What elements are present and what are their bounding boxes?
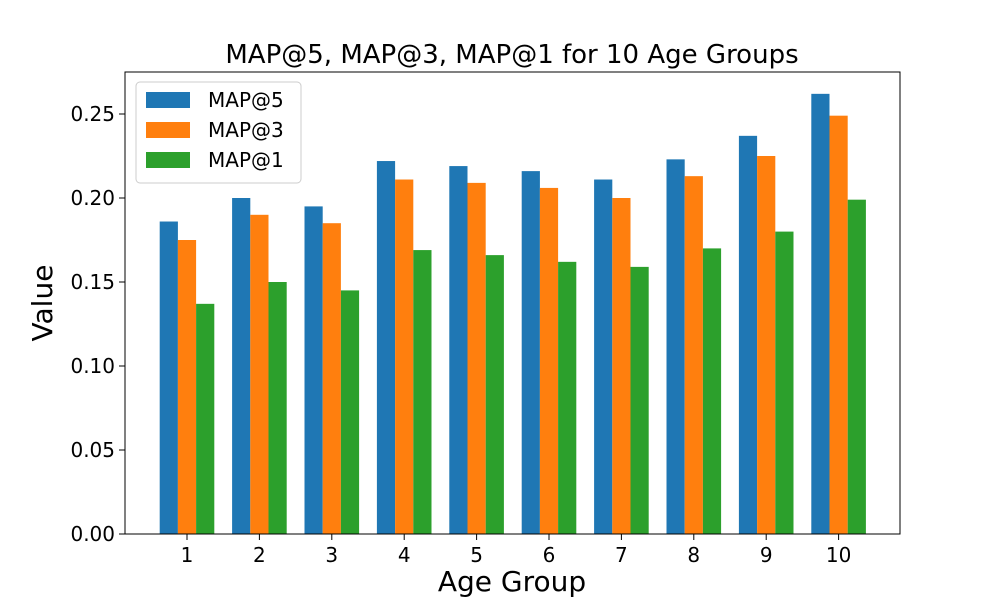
chart-title: MAP@5, MAP@3, MAP@1 for 10 Age Groups: [225, 40, 798, 70]
bar-map1-group-3: [340, 290, 360, 534]
x-tick-label: 8: [687, 543, 700, 567]
legend: MAP@5 MAP@3 MAP@1: [135, 81, 302, 184]
x-tick-label: 10: [826, 543, 851, 567]
bar-map3-group-10: [829, 115, 848, 535]
bar-map5-group-6: [521, 171, 540, 534]
bar-map1-group-9: [775, 231, 794, 534]
x-tick-label: 3: [325, 543, 338, 567]
bar-map5-group-5: [449, 166, 468, 534]
bar-map5-group-9: [738, 135, 758, 534]
bar-map3-group-8: [684, 176, 703, 534]
bar-map3-group-7: [612, 198, 631, 534]
plot-frame: [124, 71, 901, 535]
bar-map1-group-6: [558, 261, 577, 534]
x-tick-label: 7: [615, 543, 628, 567]
y-axis-label: Value: [26, 265, 59, 342]
legend-label: MAP@1: [208, 148, 284, 172]
bars-layer: [159, 93, 866, 535]
bar-map5-group-8: [666, 159, 685, 535]
bar-map1-group-1: [196, 303, 215, 534]
bar-map1-group-10: [847, 199, 866, 534]
bar-map5-group-4: [376, 161, 396, 535]
bar-map1-group-7: [630, 266, 649, 534]
y-tick-label: 0.10: [70, 354, 115, 378]
bar-map3-group-9: [757, 156, 776, 534]
y-tick-label: 0.00: [70, 522, 115, 546]
legend-label: MAP@5: [208, 88, 284, 112]
legend-swatch-map1: [146, 152, 190, 168]
bar-map5-group-3: [304, 206, 323, 534]
x-tick-label: 9: [760, 543, 773, 567]
bar-map5-group-2: [232, 198, 251, 534]
bar-map3-group-4: [395, 179, 414, 534]
y-tick-label: 0.25: [70, 102, 115, 126]
x-tick-label: 5: [470, 543, 483, 567]
x-ticks: 1 2 3 4 5 6 7 8 9 10: [181, 534, 851, 567]
legend-swatch-map3: [146, 122, 190, 138]
x-tick-label: 1: [181, 543, 194, 567]
bar-map3-group-3: [322, 223, 341, 534]
y-ticks: 0.00 0.05 0.10 0.15 0.20 0.25: [70, 102, 125, 546]
bar-map5-group-1: [159, 221, 178, 534]
x-axis-label: Age Group: [438, 565, 586, 598]
y-tick-label: 0.15: [70, 270, 115, 294]
y-tick-label: 0.20: [70, 186, 115, 210]
bar-map5-group-10: [811, 93, 830, 534]
bar-map1-group-8: [702, 248, 722, 534]
bar-map3-group-1: [177, 240, 197, 534]
x-tick-label: 2: [253, 543, 266, 567]
bar-map1-group-4: [413, 250, 432, 534]
legend-label: MAP@3: [208, 118, 284, 142]
bar-map1-group-2: [268, 282, 287, 534]
x-tick-label: 4: [398, 543, 411, 567]
legend-swatch-map5: [146, 92, 190, 108]
x-tick-label: 6: [543, 543, 556, 567]
bar-map3-group-2: [250, 214, 269, 535]
bar-map5-group-7: [594, 179, 613, 534]
bar-map3-group-5: [467, 182, 486, 534]
y-tick-label: 0.05: [70, 438, 115, 462]
bar-map1-group-5: [485, 255, 504, 534]
bar-map3-group-6: [539, 187, 559, 535]
